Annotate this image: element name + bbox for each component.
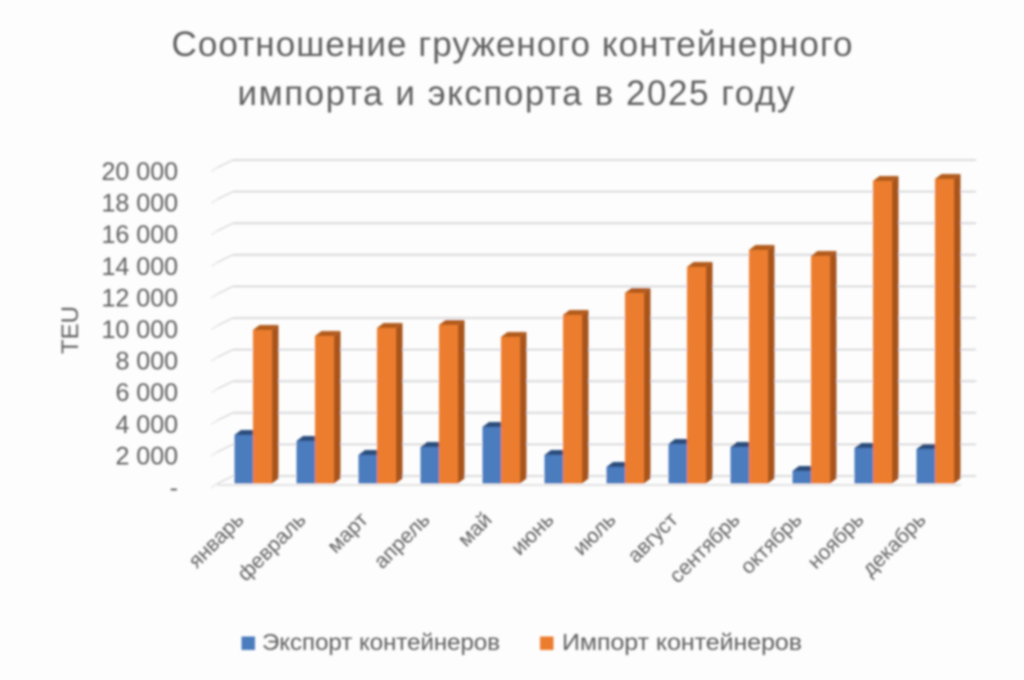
svg-text:Импорт контейнеров: Импорт контейнеров <box>562 629 802 655</box>
svg-text:14 000: 14 000 <box>102 253 178 281</box>
svg-text:2 000: 2 000 <box>115 442 178 470</box>
svg-text:20 000: 20 000 <box>102 158 178 186</box>
svg-text:Соотношение груженого контейне: Соотношение груженого контейнерного <box>172 25 853 64</box>
svg-text:10 000: 10 000 <box>102 316 178 344</box>
svg-text:12 000: 12 000 <box>102 284 178 312</box>
svg-text:4 000: 4 000 <box>115 411 178 439</box>
svg-text:импорта и экспорта в 2025 году: импорта и экспорта в 2025 году <box>238 74 796 113</box>
svg-text:-: - <box>170 474 178 502</box>
svg-text:8 000: 8 000 <box>115 348 178 376</box>
svg-text:16 000: 16 000 <box>102 221 178 249</box>
svg-text:18 000: 18 000 <box>102 190 178 218</box>
svg-text:6 000: 6 000 <box>115 379 178 407</box>
svg-text:TEU: TEU <box>57 306 84 354</box>
svg-text:Экспорт контейнеров: Экспорт контейнеров <box>262 629 500 655</box>
